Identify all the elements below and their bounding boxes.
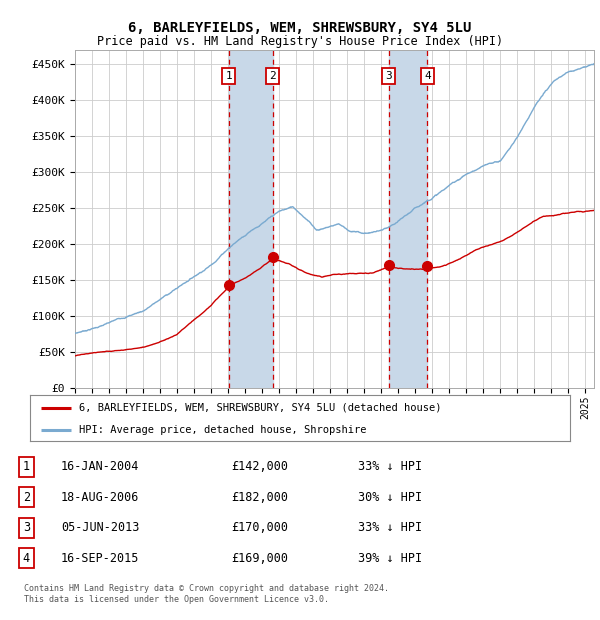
Text: Price paid vs. HM Land Registry's House Price Index (HPI): Price paid vs. HM Land Registry's House …: [97, 35, 503, 48]
Text: 39% ↓ HPI: 39% ↓ HPI: [358, 552, 422, 565]
Text: 33% ↓ HPI: 33% ↓ HPI: [358, 460, 422, 473]
Text: 16-JAN-2004: 16-JAN-2004: [61, 460, 139, 473]
Text: 4: 4: [424, 71, 431, 81]
Text: 4: 4: [23, 552, 30, 565]
Text: £169,000: £169,000: [231, 552, 288, 565]
Text: 6, BARLEYFIELDS, WEM, SHREWSBURY, SY4 5LU: 6, BARLEYFIELDS, WEM, SHREWSBURY, SY4 5L…: [128, 21, 472, 35]
Text: 6, BARLEYFIELDS, WEM, SHREWSBURY, SY4 5LU (detached house): 6, BARLEYFIELDS, WEM, SHREWSBURY, SY4 5L…: [79, 403, 441, 413]
Text: 05-JUN-2013: 05-JUN-2013: [61, 521, 139, 534]
Text: 2: 2: [23, 491, 30, 503]
Text: 3: 3: [23, 521, 30, 534]
Text: Contains HM Land Registry data © Crown copyright and database right 2024.: Contains HM Land Registry data © Crown c…: [24, 584, 389, 593]
Bar: [229, 50, 273, 388]
Text: 1: 1: [23, 460, 30, 473]
Text: £182,000: £182,000: [231, 491, 288, 503]
Text: HPI: Average price, detached house, Shropshire: HPI: Average price, detached house, Shro…: [79, 425, 366, 435]
Text: This data is licensed under the Open Government Licence v3.0.: This data is licensed under the Open Gov…: [24, 595, 329, 604]
Text: 3: 3: [385, 71, 392, 81]
Text: £170,000: £170,000: [231, 521, 288, 534]
Text: 18-AUG-2006: 18-AUG-2006: [61, 491, 139, 503]
Text: 33% ↓ HPI: 33% ↓ HPI: [358, 521, 422, 534]
Text: 2: 2: [269, 71, 276, 81]
Text: 16-SEP-2015: 16-SEP-2015: [61, 552, 139, 565]
Text: 30% ↓ HPI: 30% ↓ HPI: [358, 491, 422, 503]
Bar: [389, 50, 427, 388]
Text: 1: 1: [226, 71, 232, 81]
Text: £142,000: £142,000: [231, 460, 288, 473]
